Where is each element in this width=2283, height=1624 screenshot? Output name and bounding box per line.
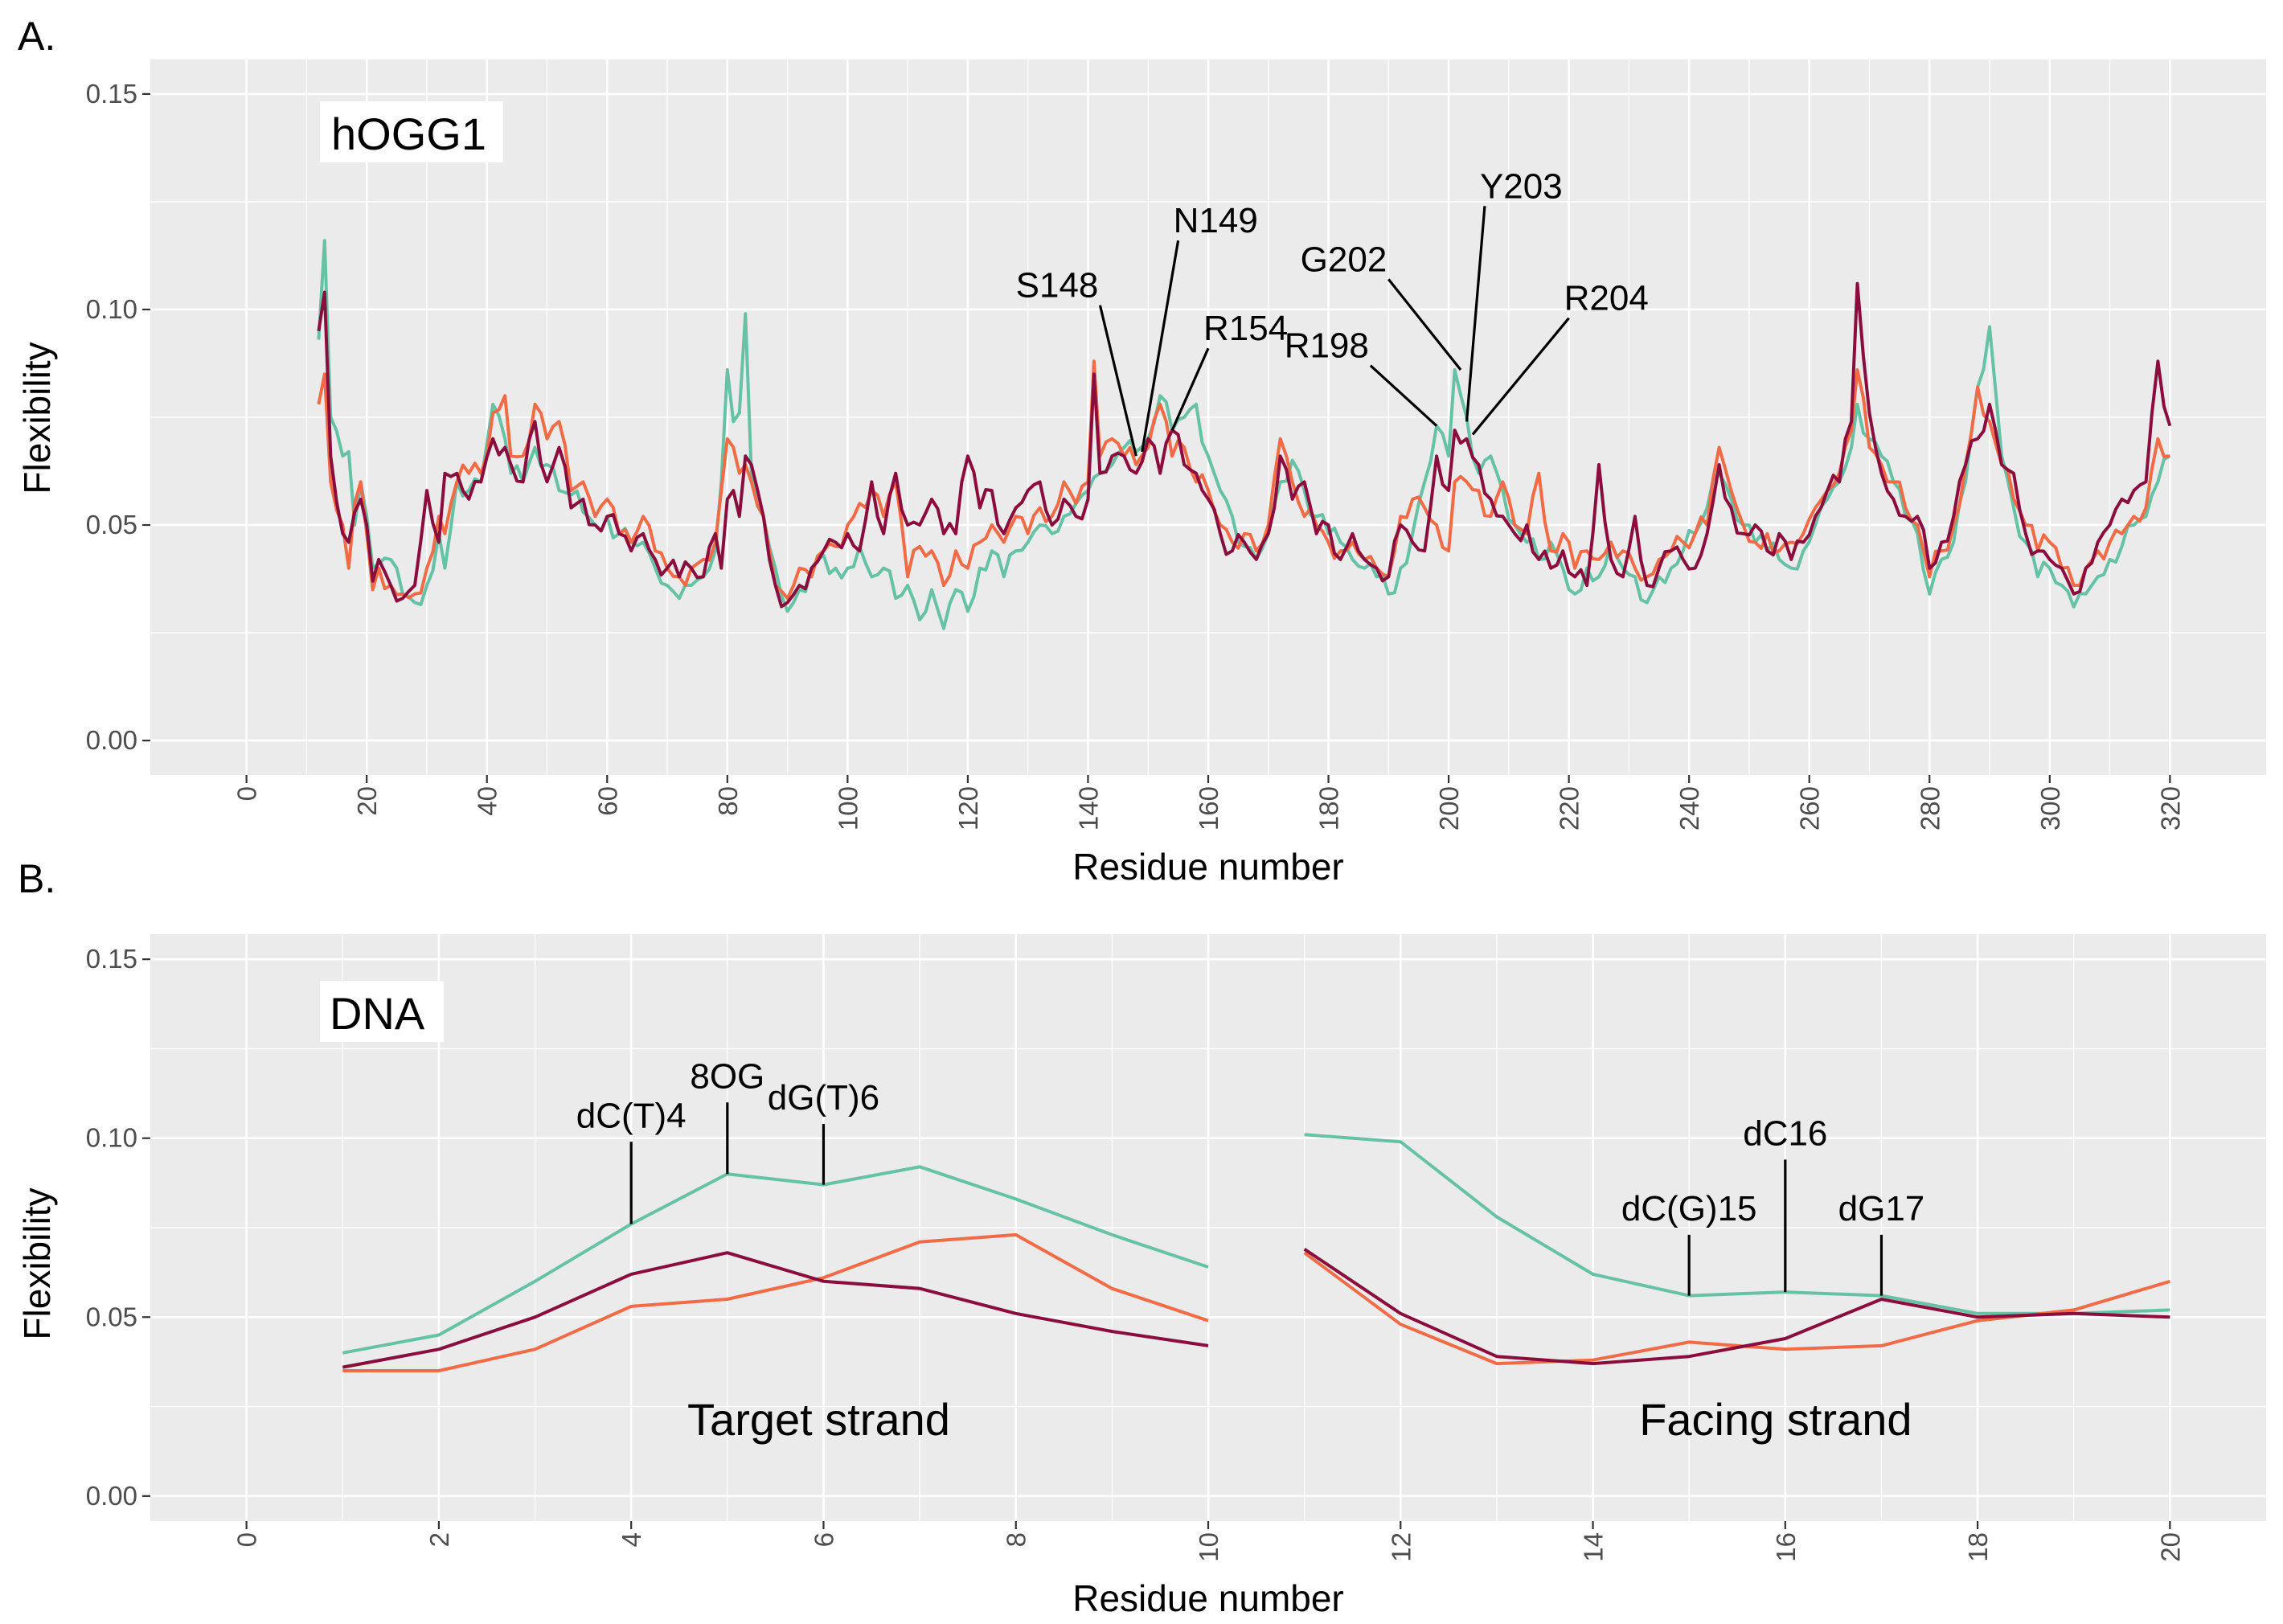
annotation-label: Y203 [1480, 166, 1563, 206]
panel-b-title-box [320, 981, 444, 1042]
strand-label: Target strand [687, 1394, 950, 1445]
panel-a: A. 0 20 40 60 80 100 120 140 160 180 200 220 240 260 2… [16, 14, 2266, 888]
x-tick-label: 60 [592, 786, 622, 816]
annotation-label: dG17 [1838, 1189, 1925, 1228]
annotation-label: R154 [1203, 309, 1288, 348]
panel-b-series [342, 1133, 2170, 1372]
panel-b-ticks: 0 2 4 6 8 10 12 14 16 18 20 0.00 0.05 0.10 0.15 [86, 944, 2186, 1562]
x-tick-label: 140 [1073, 786, 1103, 830]
x-tick-label: 0 [232, 786, 262, 801]
annotation-leader [1170, 347, 1210, 431]
annotation-label: G202 [1301, 240, 1387, 279]
x-tick-label: 320 [2155, 786, 2185, 830]
x-tick-label: 80 [713, 786, 743, 816]
annotation-label: R204 [1564, 279, 1649, 318]
panel-b-ylabel: Flexibility [16, 1187, 58, 1339]
x-tick-label: 6 [809, 1532, 838, 1547]
panel-b-tag: B. [18, 856, 55, 901]
x-tick-label: 260 [1795, 786, 1825, 830]
panel-a-series3-line [317, 281, 2172, 609]
x-tick-label: 160 [1194, 786, 1223, 830]
y-tick-label: 0.15 [86, 79, 137, 109]
annotation-label: dG(T)6 [768, 1078, 879, 1118]
y-tick-label: 0.15 [86, 944, 137, 974]
x-tick-label: 100 [833, 786, 863, 830]
panel-b-series3-line [342, 1251, 1209, 1369]
panel-a-ticks: 0 20 40 60 80 100 120 140 160 180 200 220 240 260 280 3… [86, 79, 2186, 830]
panel-a-tag: A. [18, 14, 55, 59]
annotation-leader [1465, 206, 1486, 422]
y-tick-label: 0.10 [86, 1123, 137, 1153]
y-tick-label: 0.05 [86, 510, 137, 539]
x-tick-label: 220 [1555, 786, 1584, 830]
panel-b-series2-line [342, 1232, 1209, 1372]
panel-a-title-box [320, 101, 503, 162]
panel-b-xlabel: Residue number [1072, 1577, 1344, 1619]
annotation-label: N149 [1174, 201, 1258, 240]
x-tick-label: 20 [2155, 1532, 2185, 1562]
panel-b-series1-line [342, 1165, 1209, 1355]
x-tick-label: 18 [1963, 1532, 1993, 1562]
panel-a-series [317, 239, 2172, 630]
y-tick-label: 0.00 [86, 1481, 137, 1511]
x-tick-label: 0 [232, 1532, 262, 1547]
annotation-leader [1369, 364, 1438, 427]
panel-a-series2-line [317, 359, 2170, 601]
panel-b-series1-line [1304, 1133, 2170, 1315]
annotation-label: dC(T)4 [576, 1096, 687, 1135]
annotation-label: 8OG [690, 1056, 764, 1096]
strand-label: Facing strand [1639, 1394, 1912, 1445]
x-tick-label: 20 [352, 786, 382, 816]
x-tick-label: 10 [1194, 1532, 1223, 1562]
x-tick-label: 40 [473, 786, 502, 816]
y-tick-label: 0.00 [86, 725, 137, 755]
x-tick-label: 14 [1579, 1532, 1609, 1562]
x-tick-label: 240 [1674, 786, 1704, 830]
x-tick-label: 120 [953, 786, 983, 830]
x-tick-label: 280 [1915, 786, 1945, 830]
panel-b-series3-line [1303, 1248, 2170, 1366]
annotation-label: dC(G)15 [1621, 1189, 1757, 1228]
y-tick-label: 0.05 [86, 1302, 137, 1331]
panel-b-title: DNA [330, 988, 425, 1039]
annotation-leader [1098, 305, 1137, 457]
panel-b: B. 0 2 4 6 8 10 12 14 16 18 20 0.00 0.05 0.10 0.15 dC(… [16, 856, 2266, 1619]
panel-a-title: hOGG1 [331, 109, 486, 159]
x-tick-label: 16 [1771, 1532, 1801, 1562]
annotation-label: S148 [1016, 266, 1099, 306]
y-tick-label: 0.10 [86, 294, 137, 324]
panel-b-grid [150, 934, 2266, 1521]
x-tick-label: 8 [1002, 1532, 1031, 1547]
x-tick-label: 2 [424, 1532, 454, 1547]
annotation-label: dC16 [1743, 1114, 1827, 1154]
annotation-leader [1387, 278, 1462, 371]
x-tick-label: 12 [1386, 1532, 1416, 1562]
x-tick-label: 4 [617, 1532, 646, 1547]
panel-a-xlabel: Residue number [1072, 846, 1344, 888]
annotation-label: R198 [1285, 326, 1369, 366]
x-tick-label: 200 [1434, 786, 1464, 830]
x-tick-label: 300 [2035, 786, 2065, 830]
annotation-leader [1471, 317, 1570, 436]
annotation-leader [1141, 240, 1180, 453]
panel-a-ylabel: Flexibility [16, 342, 58, 494]
x-tick-label: 180 [1314, 786, 1344, 830]
